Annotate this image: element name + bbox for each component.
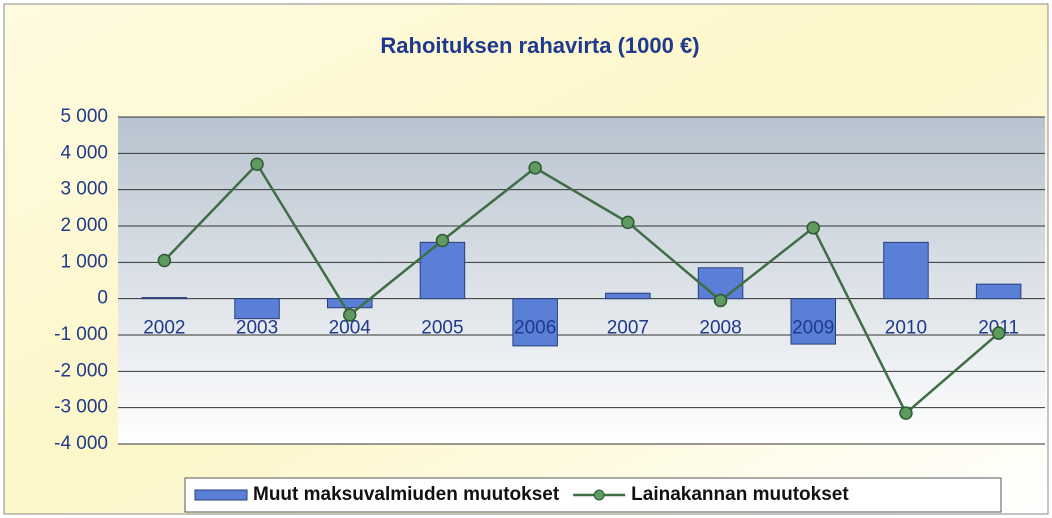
legend-label: Lainakannan muutokset xyxy=(631,484,849,505)
line xyxy=(163,162,1000,416)
legend-swatch xyxy=(593,489,605,501)
line-marker xyxy=(806,221,820,235)
x-tick-label: 2009 xyxy=(792,318,834,339)
bar xyxy=(697,267,744,300)
bar xyxy=(234,298,280,320)
chart-title: Rahoituksen rahavirta (1000 €) xyxy=(380,33,699,58)
y-tick-label: 2 000 xyxy=(60,215,108,236)
y-tick-label: 5 000 xyxy=(60,106,108,127)
line-marker xyxy=(528,161,542,175)
line-marker xyxy=(621,215,635,230)
legend-label: Muut maksuvalmiuden muutokset xyxy=(253,484,560,505)
bar xyxy=(419,241,466,300)
x-tick-label: 2010 xyxy=(885,318,927,339)
line-marker xyxy=(899,406,913,420)
line-marker xyxy=(713,293,728,308)
y-tick-label: -4 000 xyxy=(54,433,108,454)
legend-swatch xyxy=(194,489,248,501)
y-tick-label: 1 000 xyxy=(60,251,108,272)
bar xyxy=(141,297,188,300)
y-tick-label: 0 xyxy=(97,288,108,309)
x-tick-label: 2002 xyxy=(143,318,185,339)
bar xyxy=(790,298,836,345)
line-marker xyxy=(991,326,1006,340)
bar xyxy=(975,283,1022,300)
line-marker xyxy=(250,157,264,171)
bar xyxy=(512,298,558,347)
x-tick-label: 2005 xyxy=(421,318,463,339)
bar xyxy=(605,292,651,300)
x-tick-label: 2003 xyxy=(236,318,278,339)
x-tick-label: 2007 xyxy=(607,318,649,339)
line-marker xyxy=(157,253,172,268)
bar xyxy=(327,298,373,309)
x-tick-label: 2008 xyxy=(699,318,741,339)
bar xyxy=(883,241,929,300)
y-tick-label: 3 000 xyxy=(60,179,108,200)
y-tick-label: -1 000 xyxy=(54,324,108,345)
line-marker xyxy=(343,308,357,322)
y-tick-label: -3 000 xyxy=(54,397,108,418)
x-tick-label: 2006 xyxy=(514,318,556,339)
x-tick-label: 2004 xyxy=(329,318,372,339)
y-tick-label: -2 000 xyxy=(54,360,108,381)
y-tick-label: 4 000 xyxy=(60,142,108,163)
line-marker xyxy=(435,233,450,248)
